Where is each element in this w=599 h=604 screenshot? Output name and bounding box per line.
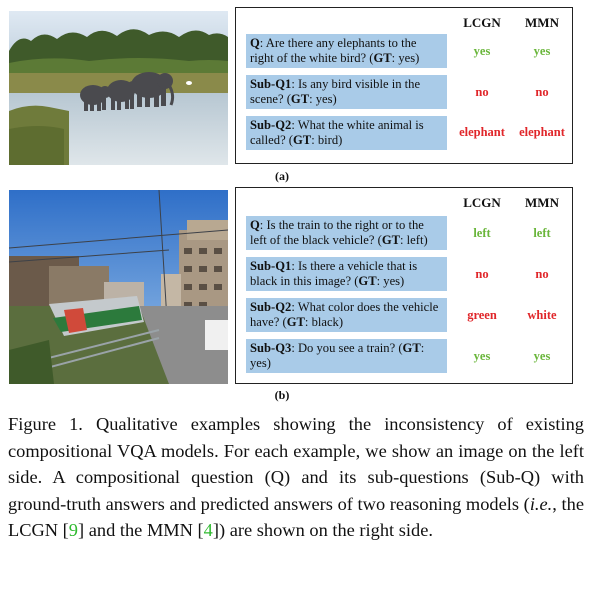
question-prefix: Q xyxy=(250,218,260,232)
elephant-photo-drawing xyxy=(9,11,228,165)
mmn-answer: no xyxy=(535,85,549,99)
mmn-answer: no xyxy=(535,267,549,281)
mmn-answer: white xyxy=(527,308,557,322)
lcgn-answer: green xyxy=(467,308,497,322)
mmn-answer: yes xyxy=(533,44,551,58)
gt-answer: : yes) xyxy=(309,92,337,106)
column-header-mmn: MMN xyxy=(525,195,559,210)
question-box: Q: Is the train to the right or to the l… xyxy=(246,216,447,250)
gt-label: GT xyxy=(293,133,312,147)
caption-ie: i.e. xyxy=(529,493,553,514)
gt-label: GT xyxy=(402,341,421,355)
gt-label: GT xyxy=(358,274,377,288)
citation-link[interactable]: 4 xyxy=(203,520,213,541)
column-header-mmn: MMN xyxy=(525,15,559,30)
sub-question-3-box: Sub-Q3: Do you see a train? (GT: yes) xyxy=(246,339,447,373)
gt-label: GT xyxy=(286,315,305,329)
question-box: Q: Are there any elephants to the right … xyxy=(246,34,447,68)
mmn-answer: yes xyxy=(533,349,551,363)
question-text: : Is the train to the right or to the le… xyxy=(250,218,424,247)
question-prefix: Q xyxy=(250,36,260,50)
sub-question-text: : Is there a vehicle that is black in th… xyxy=(250,259,418,288)
lcgn-answer: elephant xyxy=(459,125,505,139)
sub-question-prefix: Sub-Q3 xyxy=(250,341,292,355)
sub-question-2-box: Sub-Q2: What color does the vehicle have… xyxy=(246,298,447,332)
sub-question-prefix: Sub-Q2 xyxy=(250,118,292,132)
sub-question-prefix: Sub-Q1 xyxy=(250,77,292,91)
citation-link[interactable]: 9 xyxy=(68,520,78,541)
gt-label: GT xyxy=(290,92,310,106)
lcgn-answer: yes xyxy=(473,44,491,58)
lcgn-answer: left xyxy=(473,226,491,240)
subfigure-label-b: (b) xyxy=(274,388,290,402)
lcgn-answer: yes xyxy=(473,349,491,363)
subfigure-label-a: (a) xyxy=(275,169,289,183)
sub-question-1-box: Sub-Q1: Is any bird visible in the scene… xyxy=(246,75,447,109)
mmn-answer: left xyxy=(533,226,551,240)
caption-text: ]) are shown on the right side. xyxy=(212,520,433,541)
sub-question-text: : Is any bird visible in the scene? ( xyxy=(250,77,421,106)
sub-question-1-box: Sub-Q1: Is there a vehicle that is black… xyxy=(246,257,447,291)
gt-answer: : black) xyxy=(304,315,344,329)
elephant-photo xyxy=(9,11,228,165)
sub-question-prefix: Sub-Q2 xyxy=(250,300,292,314)
example-b-panel: LCGN MMN Q: Is the train to the right or… xyxy=(235,187,573,384)
figure-caption: Figure 1. Qualitative examples showing t… xyxy=(8,411,584,544)
train-photo xyxy=(9,190,228,384)
caption-text: ] and the MMN [ xyxy=(78,520,204,541)
sub-question-text: : Do you see a train? ( xyxy=(291,341,403,355)
train-photo-drawing xyxy=(9,190,228,384)
caption-text: Figure 1. Qualitative examples showing t… xyxy=(8,414,584,514)
gt-answer: : bird) xyxy=(311,133,343,147)
gt-label: GT xyxy=(381,233,401,247)
example-a-panel: LCGN MMN Q: Are there any elephants to t… xyxy=(235,7,573,164)
sub-question-prefix: Sub-Q1 xyxy=(250,259,292,273)
gt-label: GT xyxy=(373,51,392,65)
mmn-answer: elephant xyxy=(519,125,565,139)
column-header-lcgn: LCGN xyxy=(463,15,501,30)
caption-text: , the LCGN [ xyxy=(8,493,584,541)
gt-answer: : left) xyxy=(400,233,428,247)
sub-question-text: : What the white animal is called? ( xyxy=(250,118,424,147)
gt-answer: : yes) xyxy=(376,274,405,288)
question-text: : Are there any elephants to the right o… xyxy=(250,36,417,65)
lcgn-answer: no xyxy=(475,267,489,281)
column-header-lcgn: LCGN xyxy=(463,195,501,210)
lcgn-answer: no xyxy=(475,85,489,99)
sub-question-text: : What color does the vehicle have? ( xyxy=(250,300,439,329)
gt-answer: : yes) xyxy=(391,51,420,65)
gt-answer: : yes) xyxy=(250,341,425,370)
sub-question-2-box: Sub-Q2: What the white animal is called?… xyxy=(246,116,447,150)
